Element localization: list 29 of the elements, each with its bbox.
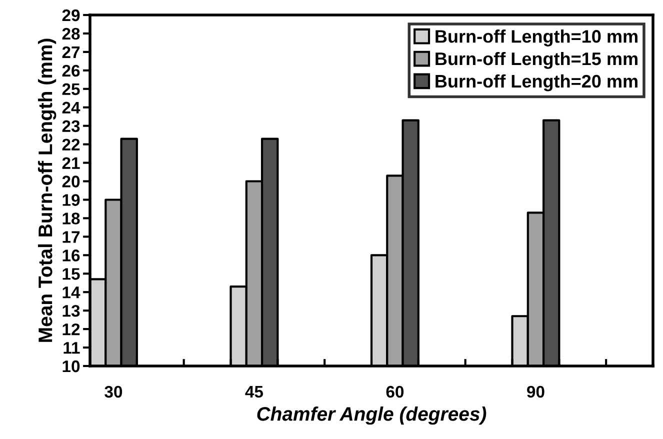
y-tick-label: 11 [64,342,80,354]
y-tick-label: 23 [62,120,80,132]
y-tick-label: 13 [62,304,80,317]
y-tick-label: 12 [62,323,80,336]
y-tick-label: 24 [62,102,80,114]
y-tick-label: 29 [62,9,80,22]
y-axis-title: Mean Total Burn-off Length (mm) [38,38,56,342]
y-tick-label: 21 [62,157,80,169]
x-tick-label: 30 [104,386,122,398]
x-axis-title: Chamfer Angle (degrees) [257,406,486,425]
y-tick-label: 14 [62,286,80,298]
y-tick-label: 17 [62,231,80,243]
y-tick-label: 20 [62,176,80,188]
y-tick-label: 26 [62,64,80,77]
y-tick-label: 25 [62,83,80,96]
y-tick-label: 16 [62,250,80,262]
y-tick-label: 10 [62,360,80,372]
y-tick-label: 22 [62,138,80,150]
x-tick-label: 90 [527,386,544,398]
y-tick-label: 15 [62,268,80,280]
y-tick-label: 27 [62,46,80,58]
x-tick-label: 60 [386,386,404,398]
x-tick-label: 45 [245,386,264,398]
legend-label: Burn-off Length=10 mm [436,30,638,46]
y-tick-label: 18 [62,212,80,224]
legend-label: Burn-off Length=15 mm [436,52,638,69]
legend-label: Burn-off Length=20 mm [436,74,638,92]
y-tick-label: 28 [62,28,80,40]
y-tick-label: 19 [62,194,80,206]
